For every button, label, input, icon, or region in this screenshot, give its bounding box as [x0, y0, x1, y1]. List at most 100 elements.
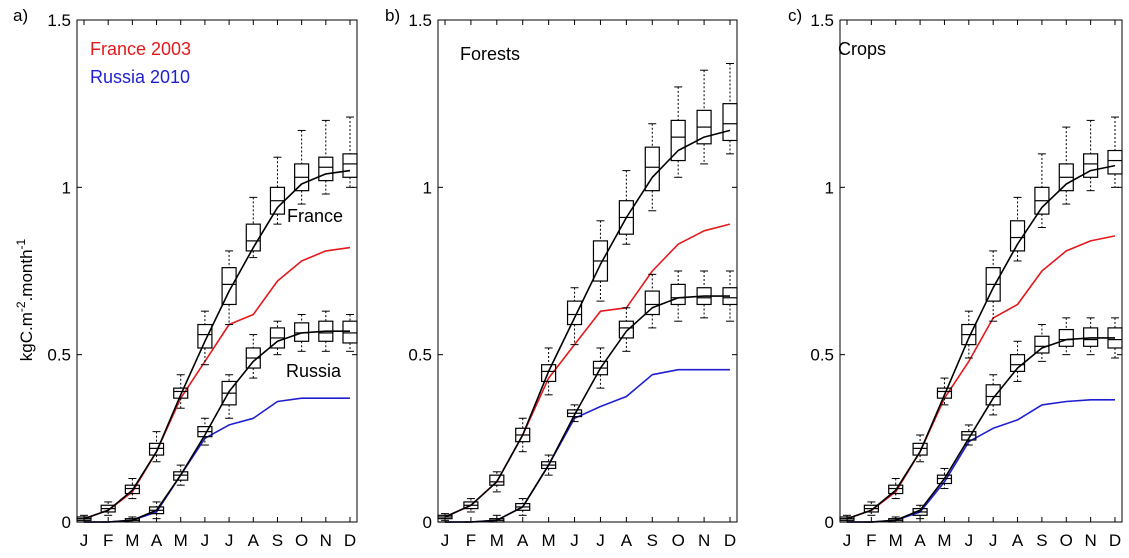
box-body [1083, 153, 1099, 178]
series-line [84, 397, 350, 523]
box-plot [1058, 126, 1074, 205]
annotation-france: France [287, 206, 343, 226]
plot-frame [437, 19, 738, 523]
box-plot [618, 307, 634, 352]
box-body [722, 103, 738, 142]
box-plot [912, 504, 928, 520]
box-plot [148, 431, 165, 463]
x-tick-label: M [542, 531, 556, 550]
box-plot [515, 498, 531, 516]
x-tick-label: M [174, 531, 188, 550]
x-tick-label: S [1036, 531, 1047, 550]
y-tick-label: 1.5 [47, 11, 71, 30]
y-tick-label: 0.5 [408, 346, 432, 365]
box-plot [221, 250, 237, 326]
box-plot [1083, 119, 1099, 192]
box-plot [269, 156, 286, 225]
box-body [670, 283, 686, 306]
box-plot [722, 63, 738, 155]
box-body [696, 287, 712, 306]
box-plot [618, 170, 634, 245]
box-plot [148, 501, 165, 520]
x-tick-label: A [1012, 531, 1024, 550]
box-body [342, 320, 358, 344]
x-tick-label: M [490, 531, 504, 550]
box-plot [1058, 317, 1074, 356]
box-plot [541, 454, 557, 476]
box-body [566, 300, 583, 326]
series-line [847, 337, 1115, 523]
box-plot [541, 347, 557, 396]
x-tick-label: S [647, 531, 658, 550]
x-tick-label: F [103, 531, 113, 550]
series-line [83, 246, 351, 520]
box-plot [566, 404, 583, 423]
series-line [84, 330, 350, 523]
box-plot [269, 320, 286, 356]
x-tick-label: O [1060, 531, 1073, 550]
box-body [197, 323, 213, 349]
x-tick-label: J [989, 531, 998, 550]
box-plot [437, 513, 453, 521]
box-plot [592, 347, 609, 389]
box-plot [245, 196, 261, 259]
box-body [1034, 335, 1050, 354]
box-body [489, 474, 505, 486]
plot-frame [839, 19, 1123, 523]
box-body [245, 223, 261, 252]
box-plot [961, 310, 977, 359]
box-plot [696, 69, 712, 165]
x-tick-label: F [466, 531, 476, 550]
box-plot [173, 464, 189, 486]
y-tick-label: 0 [62, 513, 71, 532]
box-plot [342, 116, 358, 188]
box-body [342, 153, 358, 178]
box-body [1083, 327, 1099, 347]
box-body [888, 484, 904, 495]
legend-russia-2010: Russia 2010 [90, 67, 190, 87]
box-plot [696, 270, 712, 319]
x-tick-label: A [151, 531, 163, 550]
x-tick-label: D [1109, 531, 1121, 550]
box-plot [592, 220, 609, 302]
box-plot [1034, 324, 1050, 362]
panel-c: c) Crops 00.511.5J F M A M J J A S O N D [788, 6, 1123, 550]
box-body [294, 322, 310, 342]
box-body [912, 442, 928, 456]
box-plot [722, 270, 738, 322]
y-tick-label: 0.5 [810, 346, 834, 365]
plot-frame [76, 19, 358, 523]
x-tick-label: F [866, 531, 876, 550]
x-tick-label: M [889, 531, 903, 550]
box-plot [1107, 317, 1123, 359]
x-tick-label: O [295, 531, 308, 550]
box-body [1009, 354, 1026, 372]
box-body [124, 484, 140, 495]
box-body [173, 471, 189, 481]
box-body [221, 267, 237, 306]
box-plot [245, 334, 261, 379]
box-plot [318, 310, 334, 352]
x-tick-label: A [914, 531, 926, 550]
box-plot [670, 270, 686, 322]
panel-c-label: c) [788, 6, 802, 25]
x-tick-label: S [272, 531, 283, 550]
y-tick-label: 1 [423, 178, 432, 197]
box-plot [318, 119, 334, 195]
box-plot [515, 417, 531, 453]
x-tick-label: J [596, 531, 605, 550]
x-tick-label: D [344, 531, 356, 550]
box-plot [489, 471, 505, 493]
x-tick-label: J [225, 531, 234, 550]
x-tick-label: J [843, 531, 852, 550]
box-body [318, 320, 334, 342]
series-line [846, 235, 1116, 520]
box-plot [566, 287, 583, 346]
box-body [541, 364, 557, 383]
box-plot [985, 374, 1001, 416]
x-tick-label: J [201, 531, 210, 550]
panel-b-title: Forests [460, 44, 520, 64]
panel-c-title: Crops [838, 39, 886, 59]
box-plot [489, 514, 505, 523]
